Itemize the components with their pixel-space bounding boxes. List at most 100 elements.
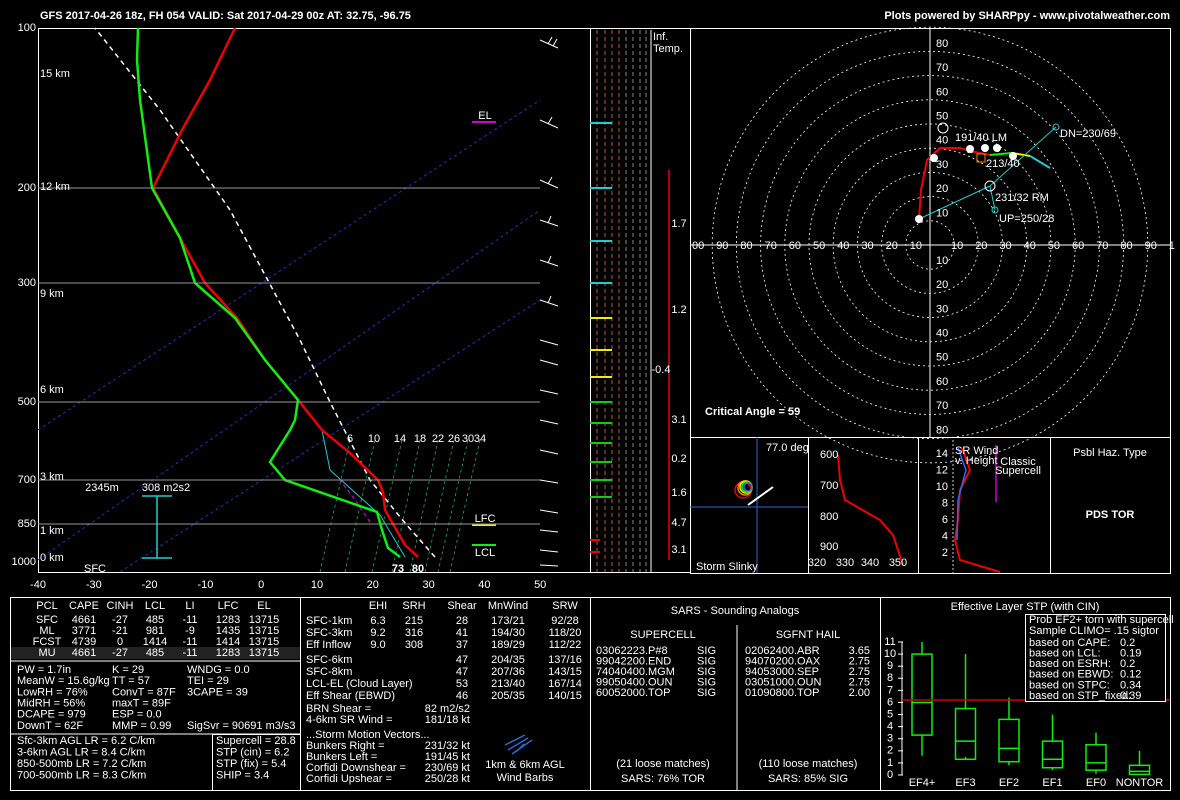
- y-tick-label: 11: [884, 636, 895, 648]
- label: 2: [942, 547, 948, 559]
- hodo-point-label: 1: [931, 153, 937, 165]
- table-cell: 118/20: [549, 627, 582, 639]
- label: 6: [942, 514, 948, 526]
- table-cell: 205/35: [491, 690, 525, 702]
- table-cell: 173/21: [491, 615, 525, 627]
- y-tick-label: 6: [887, 696, 893, 708]
- inferred-temp-value: 4.7: [671, 517, 686, 529]
- inferred-temp-value: 1.6: [671, 487, 686, 499]
- header-credit: Plots powered by SHARPpy - www.pivotalwe…: [884, 10, 1170, 22]
- wind-barbs: [539, 36, 559, 567]
- hodo-tick: 80: [936, 38, 948, 50]
- label: 2.75: [849, 676, 870, 688]
- label: 99042200.END: [596, 655, 671, 667]
- label: SIG: [697, 676, 716, 688]
- inferred-temp-value: 1.7: [671, 218, 686, 230]
- table-header: EHI: [369, 600, 387, 612]
- hodo-tick: 50: [813, 240, 825, 252]
- table-cell: 1414: [143, 636, 167, 648]
- table-cell: -11: [182, 636, 197, 648]
- table-cell: 316: [405, 627, 423, 639]
- label: 10: [936, 481, 948, 493]
- table-cell: 215: [405, 615, 423, 627]
- table-cell: 213/40: [491, 678, 525, 690]
- label: ...Storm Motion Vectors...: [306, 729, 430, 741]
- hodo-point-label: 4: [994, 143, 1000, 155]
- label: 800: [820, 511, 838, 523]
- skewt-traces: [37, 27, 541, 573]
- table-cell: 92/28: [551, 615, 579, 627]
- hodo-point: [966, 145, 974, 153]
- y-tick-label: 8: [887, 672, 893, 684]
- hodo-tick: 10: [910, 240, 922, 252]
- inferred-temp-value: 1.2: [671, 304, 686, 316]
- pressure-label: 100: [18, 22, 36, 34]
- table-cell: 4661: [72, 647, 96, 659]
- table-header: SRH: [402, 600, 425, 612]
- label: 340: [861, 557, 879, 569]
- label: 14: [936, 448, 948, 460]
- label: 2.75: [849, 655, 870, 667]
- label: SR Wind: [955, 445, 998, 457]
- label: 191/40 LM: [955, 132, 1007, 144]
- panel-title: Temp.: [653, 43, 683, 55]
- table-cell: FCST: [33, 636, 62, 648]
- hodo-tick: 1: [1169, 240, 1175, 252]
- index: ESP = 0.0: [112, 709, 162, 721]
- height-label: 15 km: [40, 68, 70, 80]
- pressure-label: 850: [18, 518, 36, 530]
- box: [1128, 764, 1151, 776]
- barb-legend-icon: [504, 734, 533, 755]
- panel-title: Effective Layer STP (with CIN): [951, 601, 1100, 613]
- pressure-label: 200: [18, 182, 36, 194]
- label: 73: [392, 563, 404, 575]
- category-label: EF4+: [909, 777, 936, 789]
- table-cell: SFC-3km: [306, 627, 352, 639]
- label: SIG: [697, 655, 716, 667]
- label: Bunkers Left =: [306, 751, 377, 763]
- table-cell: ML: [39, 625, 54, 637]
- index: DownT = 62F: [17, 720, 83, 732]
- label: v. Height: [955, 455, 998, 467]
- y-tick-label: 2: [887, 745, 893, 757]
- hodo-tick: 50: [1048, 240, 1060, 252]
- y-tick-label: 3: [887, 733, 893, 745]
- table-cell: -27: [112, 647, 128, 659]
- index: TEI = 29: [187, 675, 229, 687]
- temp-label: -10: [197, 579, 213, 591]
- hodo-tick: 20: [975, 240, 987, 252]
- label: Wind Barbs: [497, 772, 554, 784]
- mixing-ratio-label: 6: [347, 433, 353, 445]
- label: SARS: 85% SIG: [768, 773, 848, 785]
- hodo-tick: 80: [1120, 240, 1132, 252]
- height-label: 6 km: [40, 384, 64, 396]
- hodo-tick: 30: [936, 159, 948, 171]
- table-header: CAPE: [69, 600, 99, 612]
- label: 308 m2s2: [142, 482, 190, 494]
- label: (21 loose matches): [616, 758, 710, 770]
- table-cell: 47: [456, 666, 468, 678]
- table-cell: 13715: [249, 636, 280, 648]
- label: 8: [942, 497, 948, 509]
- temp-label: 50: [534, 579, 546, 591]
- hodo-tick: 50: [936, 352, 948, 364]
- height-label: 1 km: [40, 525, 64, 537]
- table-cell: 9.2: [370, 627, 385, 639]
- label: Storm Slinky: [696, 561, 758, 573]
- composite: Supercell = 28.8: [216, 735, 296, 747]
- hodo-tick: 70: [936, 400, 948, 412]
- table-cell: MU: [38, 647, 55, 659]
- label: 74040400.MGM: [596, 666, 675, 678]
- label: EL: [478, 110, 491, 122]
- index: DCAPE = 979: [17, 709, 86, 721]
- table-cell: 6.3: [370, 615, 385, 627]
- index: ConvT = 87F: [112, 686, 176, 698]
- label: (110 loose matches): [759, 758, 858, 770]
- mixing-ratio-label: 14: [394, 433, 406, 445]
- height-label: 12 km: [40, 181, 70, 193]
- table-cell: 308: [405, 639, 423, 651]
- mixing-ratio-label: 34: [474, 433, 486, 445]
- hodo-point: [930, 154, 938, 162]
- pressure-label: 1000: [12, 556, 36, 568]
- hodo-tick: 40: [936, 328, 948, 340]
